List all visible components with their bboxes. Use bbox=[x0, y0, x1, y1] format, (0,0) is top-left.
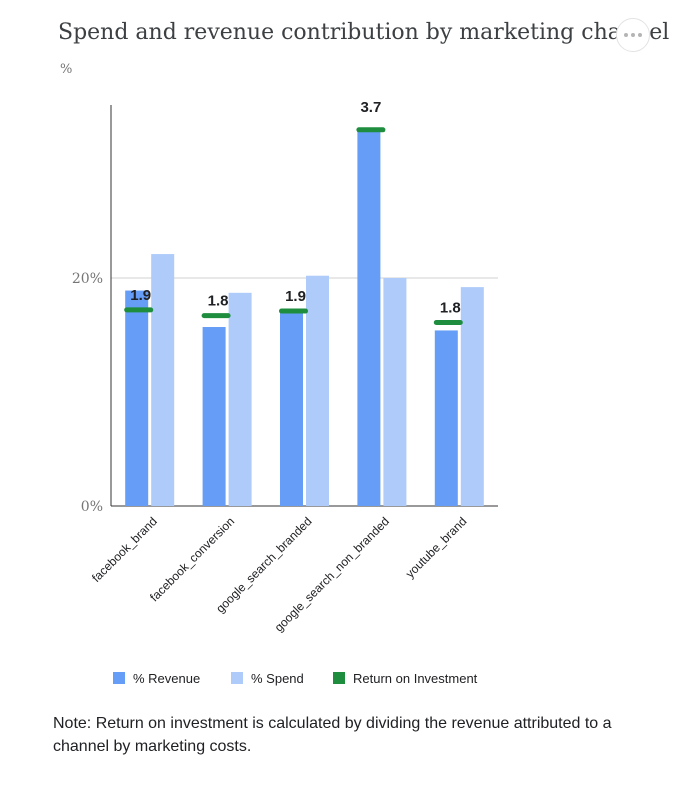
roi-data-label: 1.8 bbox=[208, 293, 229, 310]
legend-label: % Revenue bbox=[133, 671, 200, 686]
roi-data-label: 1.8 bbox=[440, 299, 461, 316]
y-tick-label: 20% bbox=[72, 271, 103, 287]
legend-label: % Spend bbox=[251, 671, 304, 686]
more-options-button[interactable] bbox=[616, 18, 650, 52]
roi-data-label: 1.9 bbox=[130, 287, 151, 304]
bar-spend bbox=[306, 275, 329, 506]
bar-revenue bbox=[357, 129, 381, 507]
y-tick-label: 0% bbox=[81, 499, 103, 515]
x-tick-label: youtube_brand bbox=[403, 514, 470, 581]
legend-swatch bbox=[231, 672, 243, 684]
bar-revenue bbox=[125, 290, 149, 506]
bar-revenue bbox=[434, 330, 458, 506]
legend-swatch bbox=[333, 672, 345, 684]
legend-swatch bbox=[113, 672, 125, 684]
bar-revenue bbox=[202, 327, 226, 506]
bar-revenue bbox=[280, 309, 303, 506]
chart: 0% 20% 1.9 facebook_brand 1.8 facebook_conver… bbox=[72, 99, 498, 686]
roi-data-label: 3.7 bbox=[360, 99, 381, 116]
bar-spend bbox=[383, 278, 407, 506]
x-tick-label: facebook_conversion bbox=[147, 514, 237, 604]
x-tick-label: facebook_brand bbox=[89, 514, 160, 585]
roi-data-label: 1.9 bbox=[285, 288, 306, 305]
y-axis-unit: % bbox=[60, 62, 73, 77]
footnote: Note: Return on investment is calculated… bbox=[53, 715, 612, 755]
chart-title: Spend and revenue contribution by market… bbox=[58, 20, 670, 45]
bar-spend bbox=[460, 287, 484, 506]
legend-label: Return on Investment bbox=[353, 671, 478, 686]
bar-spend bbox=[151, 254, 175, 506]
more-dots-icon bbox=[624, 33, 628, 37]
bar-spend bbox=[228, 292, 252, 506]
